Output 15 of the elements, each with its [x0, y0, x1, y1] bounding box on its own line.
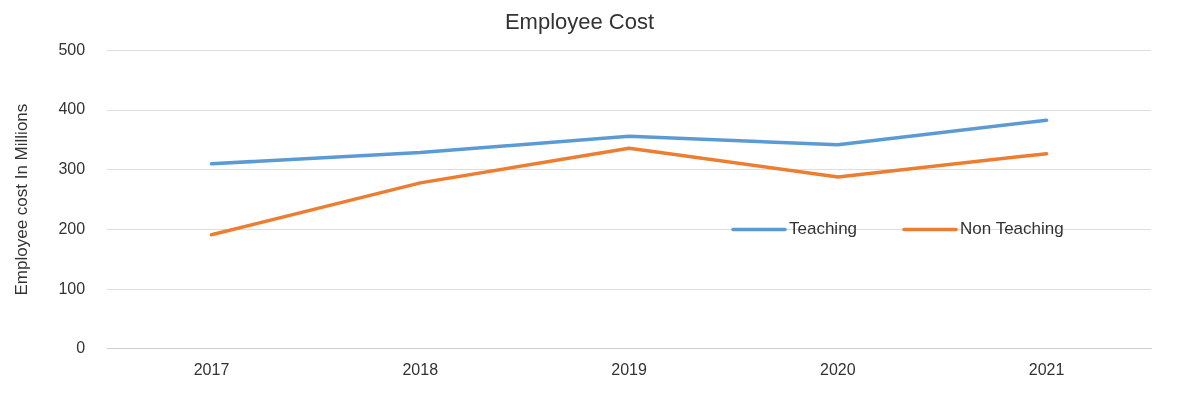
x-tick-label: 2020: [820, 360, 856, 378]
y-tick-label: 400: [58, 100, 86, 118]
y-tick-label: 100: [58, 279, 86, 297]
y-tick-label: 300: [58, 160, 86, 178]
x-tick-label: 2019: [611, 360, 647, 378]
chart-title: Employee Cost: [504, 9, 655, 35]
x-tick-label: 2017: [193, 360, 230, 378]
legend-label: Non Teaching: [960, 219, 1064, 239]
legend-label: Teaching: [788, 219, 858, 239]
y-axis-title: Employee cost In Millions: [11, 103, 31, 296]
y-tick-label: 200: [58, 219, 86, 237]
x-tick-label: 2018: [402, 360, 439, 378]
y-tick-label: 500: [58, 40, 86, 58]
y-tick-label: 0: [76, 339, 86, 357]
x-tick-label: 2021: [1028, 360, 1065, 378]
